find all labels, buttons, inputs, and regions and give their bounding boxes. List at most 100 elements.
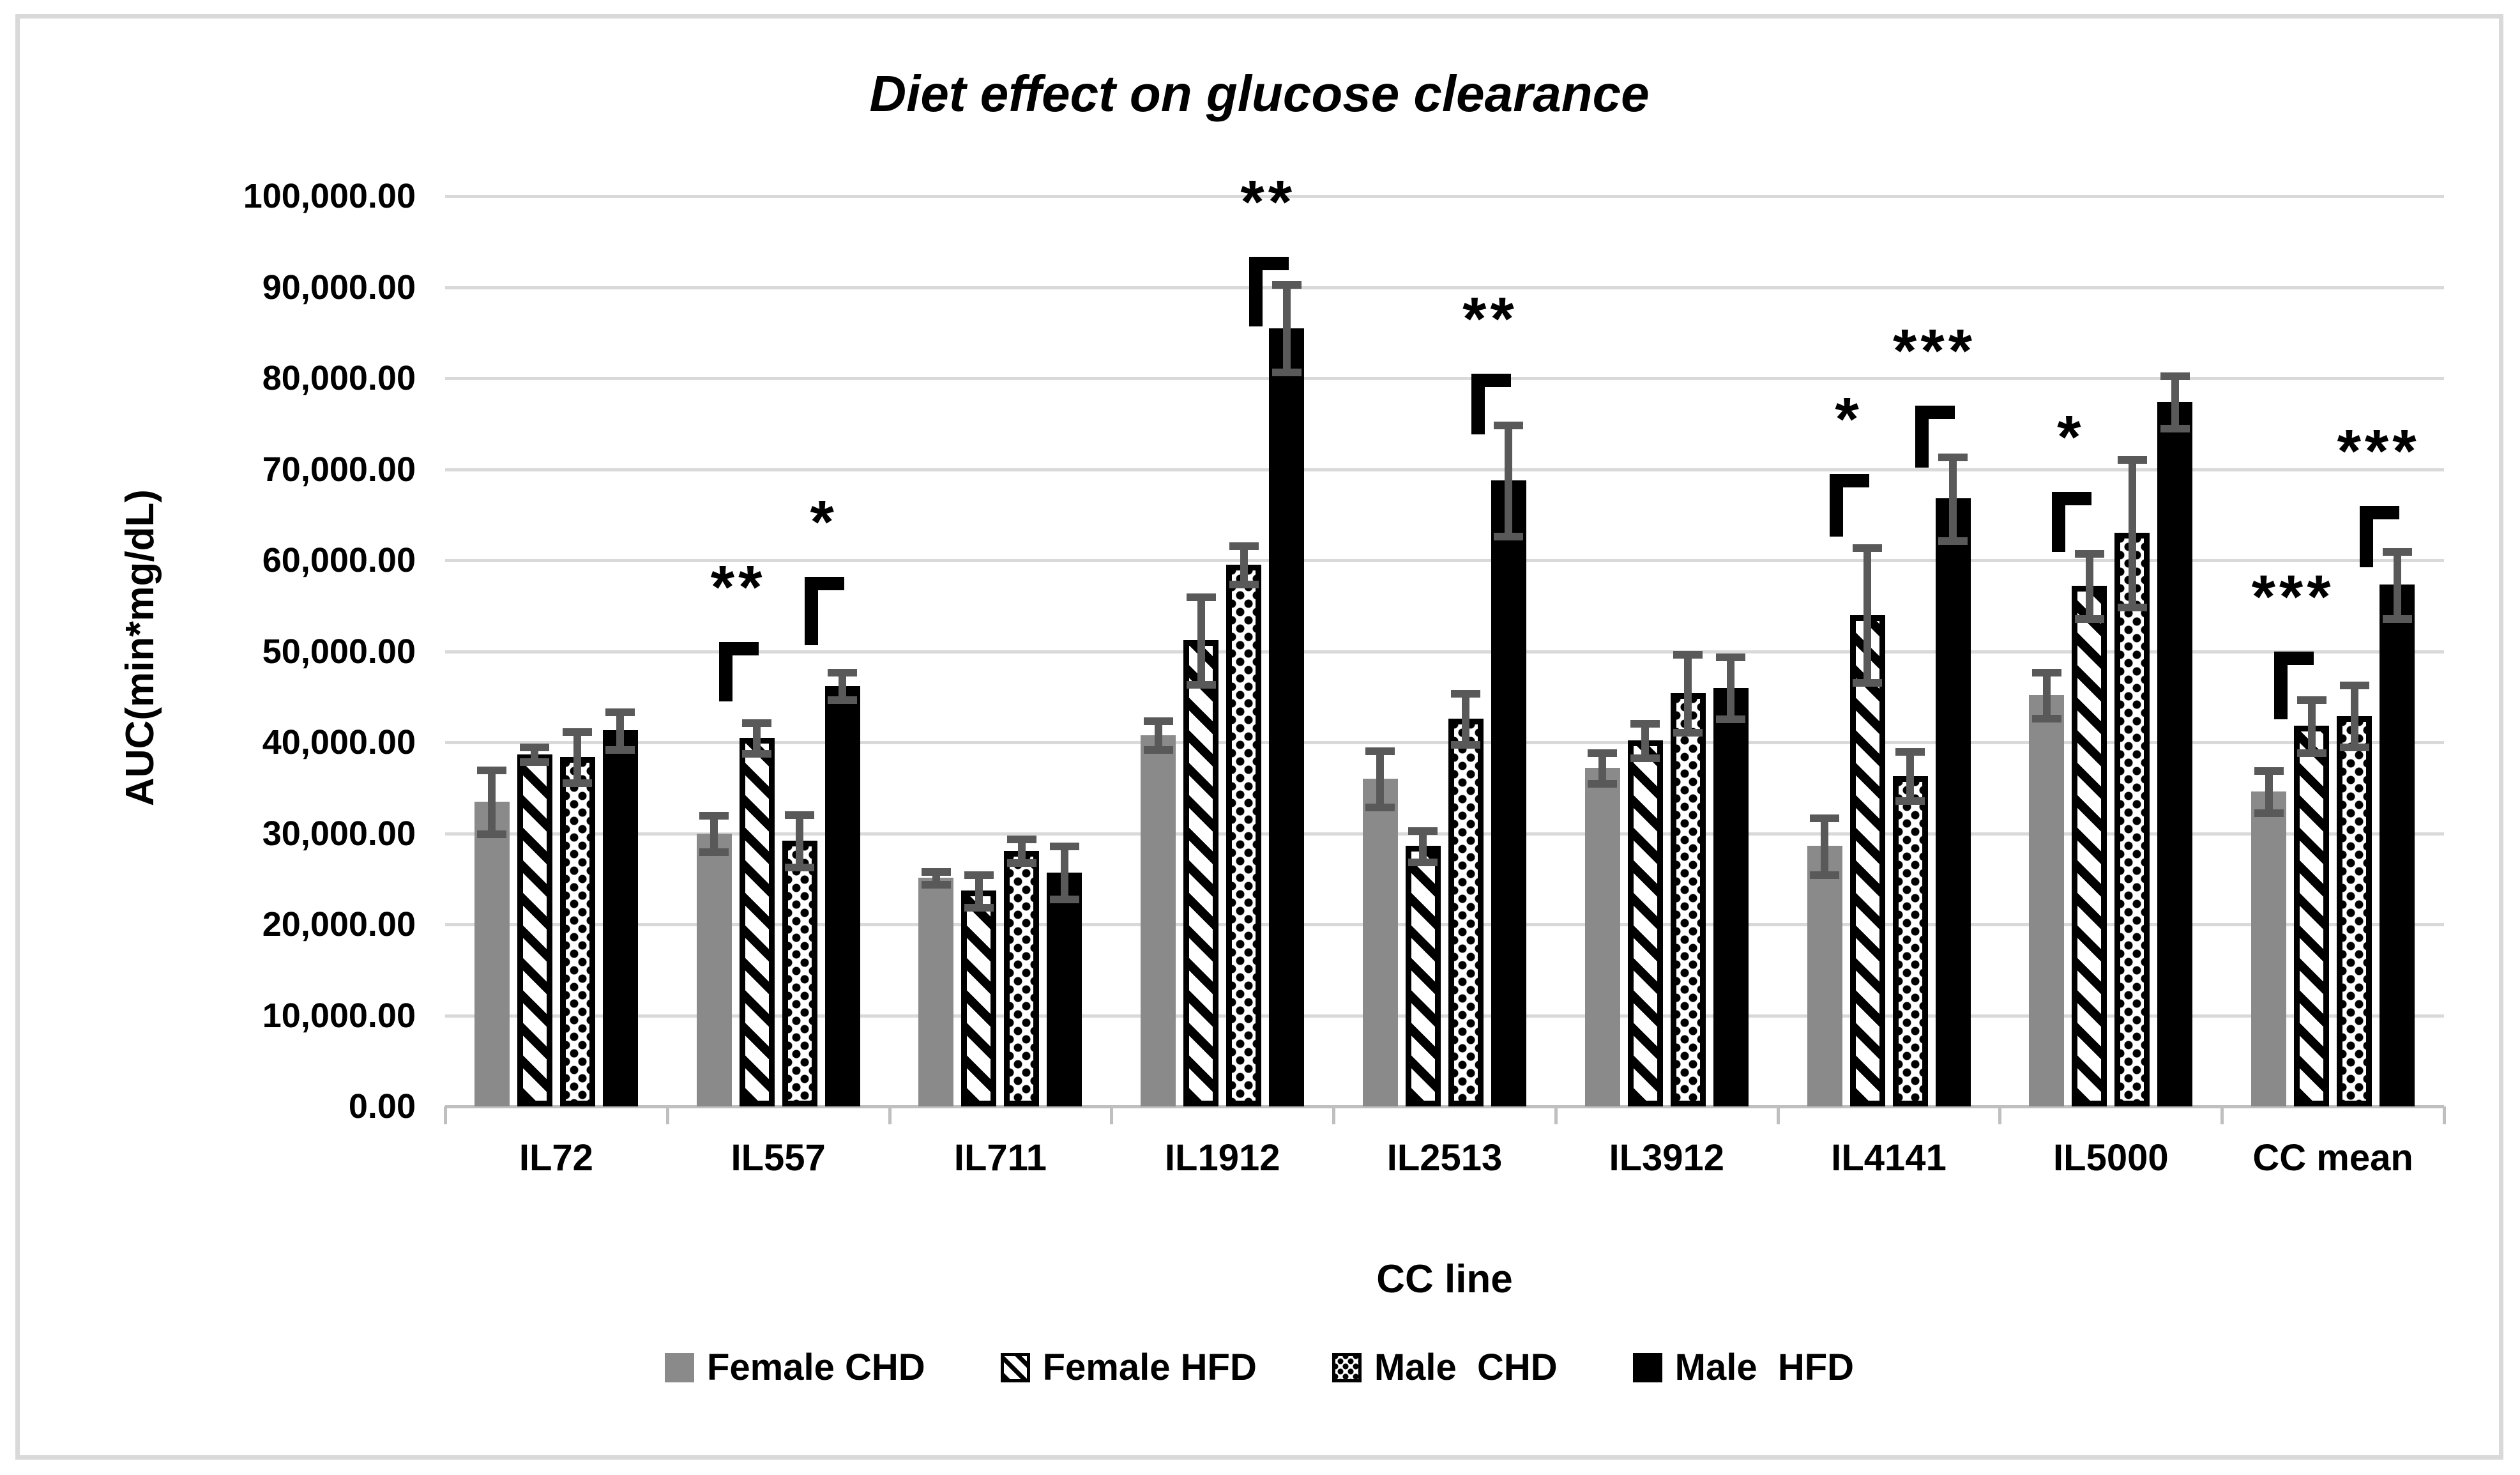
y-tick-label: 60,000.00 — [262, 541, 416, 579]
error-bar — [2265, 770, 2273, 813]
legend-item: Female HFD — [1000, 1346, 1257, 1389]
error-bar — [796, 814, 804, 867]
error-bar-cap-bottom — [1716, 715, 1746, 723]
error-bar — [1598, 752, 1607, 784]
bar — [602, 730, 638, 1106]
bar — [2251, 791, 2287, 1106]
x-category-label: IL72 — [519, 1137, 593, 1179]
gridline — [445, 741, 2444, 744]
error-bar — [1240, 546, 1248, 585]
bar — [739, 737, 775, 1106]
bar — [1047, 872, 1082, 1106]
bar — [2337, 715, 2372, 1106]
x-category-label: IL3912 — [1609, 1137, 1725, 1179]
error-bar-cap-bottom — [1853, 678, 1883, 687]
legend-swatch-icon — [1632, 1352, 1662, 1382]
significance-label: * — [1835, 385, 1863, 454]
significance-label: * — [2057, 403, 2085, 472]
error-bar-cap-bottom — [1895, 797, 1925, 806]
bar — [2157, 402, 2193, 1106]
error-bar — [1060, 846, 1068, 899]
error-bar-cap-bottom — [2031, 714, 2061, 722]
chart-figure: Diet effect on glucose clearance AUC(min… — [15, 14, 2503, 1460]
error-bar-cap-top — [605, 708, 635, 716]
error-bar-cap-top — [2339, 682, 2369, 690]
x-category-label: IL557 — [731, 1137, 826, 1179]
x-axis-tick — [2220, 1106, 2224, 1124]
significance-bracket-arm — [2359, 505, 2373, 568]
error-bar-cap-bottom — [1049, 896, 1079, 904]
error-bar-cap-bottom — [1271, 369, 1302, 377]
y-tick-label: 80,000.00 — [262, 359, 416, 397]
error-bar — [2171, 375, 2179, 429]
gridline — [445, 1014, 2444, 1018]
legend: Female CHD Female HFD Male CHD Male HFD — [20, 1346, 2499, 1389]
error-bar-cap-bottom — [2074, 615, 2104, 623]
legend-swatch-icon — [1332, 1352, 1362, 1382]
bar — [824, 685, 860, 1106]
significance-bracket-arm — [1471, 373, 1485, 435]
bar — [1807, 846, 1842, 1106]
x-category-label: IL4141 — [1831, 1137, 1947, 1179]
error-bar-cap-top — [2296, 696, 2326, 705]
bar — [1405, 846, 1441, 1106]
x-axis-tick — [444, 1106, 447, 1124]
error-bar-cap-top — [785, 811, 815, 819]
x-axis-tick — [665, 1106, 669, 1124]
legend-swatch-icon — [1000, 1352, 1030, 1382]
bar-group-il711 — [890, 196, 1112, 1106]
error-bar — [573, 731, 582, 783]
error-bar-cap-top — [921, 868, 951, 876]
error-bar-cap-bottom — [1810, 871, 1840, 879]
error-bar-cap-top — [1451, 690, 1481, 698]
gridline — [445, 468, 2444, 471]
bar-group-il1912 — [1111, 196, 1333, 1106]
bar-group-il3912 — [1556, 196, 1778, 1106]
error-bar — [2042, 672, 2051, 718]
error-bar-cap-top — [964, 871, 994, 879]
gridline — [445, 559, 2444, 562]
significance-label: *** — [1893, 316, 1977, 385]
error-bar — [975, 874, 983, 907]
error-bar — [1462, 693, 1470, 744]
bar — [1627, 740, 1663, 1106]
error-bar-cap-top — [1630, 720, 1660, 728]
error-bar-cap-top — [2117, 455, 2147, 464]
bar — [1491, 480, 1526, 1106]
error-bar — [1282, 284, 1291, 372]
bar — [1670, 693, 1706, 1106]
error-bar — [839, 672, 847, 700]
significance-bracket-arm — [719, 642, 733, 701]
x-category-label: IL2513 — [1386, 1137, 1503, 1179]
bar — [1713, 687, 1749, 1106]
error-bar — [2307, 699, 2316, 753]
error-bar — [1376, 750, 1385, 807]
error-bar-cap-bottom — [477, 830, 507, 838]
error-bar — [1863, 547, 1872, 682]
legend-swatch-icon — [664, 1352, 694, 1382]
error-bar-cap-bottom — [2254, 809, 2284, 817]
legend-label: Female CHD — [706, 1347, 925, 1388]
legend-item: Male HFD — [1632, 1346, 1854, 1389]
significance-bracket-arm — [1830, 473, 1844, 537]
bar — [1892, 776, 1928, 1106]
error-bar-cap-bottom — [1938, 537, 1968, 545]
y-tick-label: 0.00 — [348, 1087, 416, 1126]
bar — [696, 833, 732, 1106]
error-bar-cap-bottom — [1006, 859, 1036, 867]
y-tick-label: 100,000.00 — [243, 177, 416, 215]
error-bar-cap-top — [1365, 747, 1395, 755]
significance-bracket-arm — [2051, 492, 2065, 553]
bar — [517, 754, 552, 1106]
legend-label: Female HFD — [1042, 1347, 1257, 1388]
bar — [1448, 718, 1484, 1106]
error-bar-cap-top — [520, 744, 550, 752]
error-bar — [1949, 456, 1957, 540]
error-bar-cap-top — [1810, 814, 1840, 823]
bar — [918, 878, 954, 1106]
bar — [1226, 565, 1262, 1106]
bar-group-cc-mean — [2222, 196, 2444, 1106]
plot-area: IL72 IL557 IL711 IL1912 IL2513 IL3912 IL4141 IL… — [444, 168, 2446, 1179]
error-bar-cap-top — [1588, 749, 1618, 757]
error-bar-cap-bottom — [2382, 615, 2412, 623]
